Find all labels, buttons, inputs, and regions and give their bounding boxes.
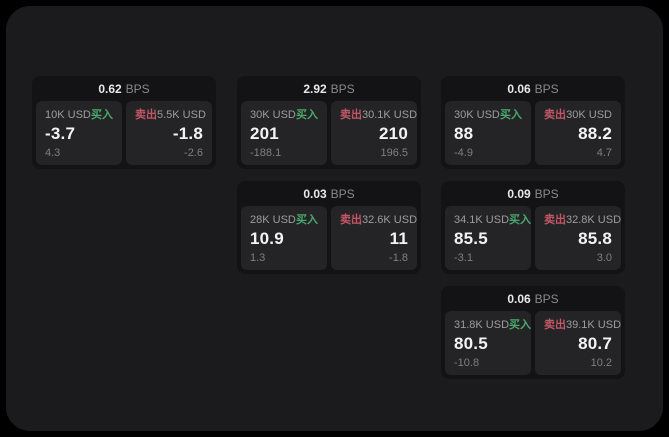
sell-price: -1.8 xyxy=(172,124,203,143)
spread-value: 0.06 xyxy=(507,291,531,306)
sell-price: 88.2 xyxy=(578,124,612,143)
spread-value: 0.09 xyxy=(507,186,531,201)
quote-card: 0.09 BPS 34.1K USD 买入 85.5 -3.1 卖出 32.8K… xyxy=(441,181,625,274)
buy-sub-value: 1.3 xyxy=(250,252,266,264)
spread-header: 0.06 BPS xyxy=(445,286,621,311)
buy-side-label: 买入 xyxy=(509,319,532,331)
buy-sub-value: 4.3 xyxy=(45,147,61,159)
buy-size: 31.8K USD xyxy=(454,319,510,331)
sell-sub-value: -1.8 xyxy=(389,252,408,264)
spread-header: 0.09 BPS xyxy=(445,181,621,206)
buy-side-label: 买入 xyxy=(500,109,522,121)
buy-size: 30K USD xyxy=(454,109,500,121)
quote-card: 2.92 BPS 30K USD 买入 201 -188.1 卖出 30.1K … xyxy=(237,76,421,169)
sell-size: 30.1K USD xyxy=(362,109,418,121)
sell-sub-value: 196.5 xyxy=(380,147,408,159)
buy-side-label: 买入 xyxy=(91,109,113,121)
sell-side-label: 卖出 xyxy=(544,109,566,121)
spread-value: 2.92 xyxy=(303,81,327,96)
buy-sub-value: -4.9 xyxy=(454,147,473,159)
buy-side-label: 买入 xyxy=(296,109,318,121)
sell-panel[interactable]: 卖出 32.8K USD 85.8 3.0 xyxy=(535,206,621,270)
buy-price: 201 xyxy=(250,124,279,143)
spread-header: 2.92 BPS xyxy=(241,76,417,101)
quote-card: 0.03 BPS 28K USD 买入 10.9 1.3 卖出 32.6K US… xyxy=(237,181,421,274)
buy-price: 88 xyxy=(454,124,474,143)
buy-price: 10.9 xyxy=(250,229,284,248)
spread-header: 0.62 BPS xyxy=(36,76,212,101)
sell-size: 30K USD xyxy=(566,109,612,121)
sell-panel[interactable]: 卖出 32.6K USD 11 -1.8 xyxy=(331,206,417,270)
spread-value: 0.06 xyxy=(507,81,531,96)
sell-size: 32.6K USD xyxy=(362,214,418,226)
buy-side-label: 买入 xyxy=(509,214,532,226)
spread-header: 0.03 BPS xyxy=(241,181,417,206)
sell-sub-value: 4.7 xyxy=(596,147,612,159)
sell-size: 32.8K USD xyxy=(566,214,622,226)
buy-panel[interactable]: 28K USD 买入 10.9 1.3 xyxy=(241,206,327,270)
buy-sub-value: -10.8 xyxy=(454,357,480,369)
spread-unit: BPS xyxy=(330,186,355,201)
sell-panel[interactable]: 卖出 30.1K USD 210 196.5 xyxy=(331,101,417,165)
sell-panel[interactable]: 卖出 30K USD 88.2 4.7 xyxy=(535,101,621,165)
buy-size: 34.1K USD xyxy=(454,214,510,226)
spread-unit: BPS xyxy=(534,291,559,306)
sell-panel[interactable]: 卖出 5.5K USD -1.8 -2.6 xyxy=(126,101,212,165)
quote-card: 0.06 BPS 31.8K USD 买入 80.5 -10.8 卖出 39.1… xyxy=(441,286,625,379)
buy-size: 28K USD xyxy=(250,214,296,226)
buy-price: -3.7 xyxy=(45,124,76,143)
sell-price: 80.7 xyxy=(578,334,612,353)
spread-value: 0.62 xyxy=(98,81,122,96)
sell-panel[interactable]: 卖出 39.1K USD 80.7 10.2 xyxy=(535,311,621,375)
sell-size: 39.1K USD xyxy=(566,319,622,331)
buy-sub-value: -188.1 xyxy=(250,147,282,159)
sell-side-label: 卖出 xyxy=(544,319,566,331)
spread-unit: BPS xyxy=(125,81,150,96)
sell-price: 85.8 xyxy=(578,229,612,248)
quote-card: 0.06 BPS 30K USD 买入 88 -4.9 卖出 30K USD 8… xyxy=(441,76,625,169)
buy-panel[interactable]: 34.1K USD 买入 85.5 -3.1 xyxy=(445,206,531,270)
buy-price: 80.5 xyxy=(454,334,488,353)
quote-card: 0.62 BPS 10K USD 买入 -3.7 4.3 卖出 5.5K USD… xyxy=(32,76,216,169)
buy-panel[interactable]: 30K USD 买入 201 -188.1 xyxy=(241,101,327,165)
sell-price: 11 xyxy=(389,229,408,248)
sell-price: 210 xyxy=(379,124,408,143)
buy-side-label: 买入 xyxy=(296,214,318,226)
buy-panel[interactable]: 31.8K USD 买入 80.5 -10.8 xyxy=(445,311,531,375)
sell-size: 5.5K USD xyxy=(157,109,206,121)
sell-side-label: 卖出 xyxy=(135,109,157,121)
spread-header: 0.06 BPS xyxy=(445,76,621,101)
sell-sub-value: -2.6 xyxy=(184,147,203,159)
buy-size: 10K USD xyxy=(45,109,91,121)
sell-side-label: 卖出 xyxy=(340,214,362,226)
spread-unit: BPS xyxy=(534,81,559,96)
buy-price: 85.5 xyxy=(454,229,488,248)
buy-panel[interactable]: 30K USD 买入 88 -4.9 xyxy=(445,101,531,165)
sell-side-label: 卖出 xyxy=(544,214,566,226)
buy-sub-value: -3.1 xyxy=(454,252,473,264)
spread-unit: BPS xyxy=(330,81,355,96)
spread-unit: BPS xyxy=(534,186,559,201)
sell-sub-value: 3.0 xyxy=(596,252,612,264)
sell-sub-value: 10.2 xyxy=(590,357,612,369)
sell-side-label: 卖出 xyxy=(340,109,362,121)
spread-value: 0.03 xyxy=(303,186,327,201)
buy-panel[interactable]: 10K USD 买入 -3.7 4.3 xyxy=(36,101,122,165)
buy-size: 30K USD xyxy=(250,109,296,121)
